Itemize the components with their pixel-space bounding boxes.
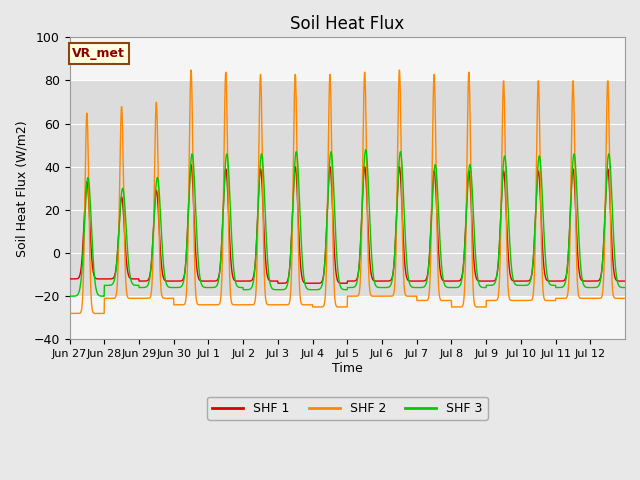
SHF 1 xyxy=(187,162,195,168)
SHF 2 xyxy=(121,260,129,266)
SHF 1 xyxy=(121,240,129,245)
SHF 2 xyxy=(515,298,522,303)
SHF 1 xyxy=(547,278,554,284)
SHF 2 xyxy=(66,311,74,316)
Legend: SHF 1, SHF 2, SHF 3: SHF 1, SHF 2, SHF 3 xyxy=(207,397,488,420)
SHF 3 xyxy=(121,207,129,213)
Y-axis label: Soil Heat Flux (W/m2): Soil Heat Flux (W/m2) xyxy=(15,120,28,257)
SHF 3 xyxy=(614,278,621,284)
SHF 3 xyxy=(546,281,554,287)
SHF 3 xyxy=(515,282,522,288)
SHF 1 xyxy=(614,278,621,284)
Title: Soil Heat Flux: Soil Heat Flux xyxy=(290,15,404,33)
SHF 2 xyxy=(381,293,388,299)
SHF 1 xyxy=(241,278,249,284)
SHF 3 xyxy=(381,285,388,290)
SHF 1 xyxy=(274,280,282,286)
Text: VR_met: VR_met xyxy=(72,47,125,60)
SHF 2 xyxy=(614,296,621,301)
SHF 3 xyxy=(621,285,629,290)
SHF 1 xyxy=(66,276,74,282)
SHF 2 xyxy=(546,298,554,303)
SHF 1 xyxy=(621,278,629,284)
Bar xyxy=(70,81,625,296)
SHF 3 xyxy=(66,293,74,299)
X-axis label: Time: Time xyxy=(332,362,363,375)
SHF 3 xyxy=(241,287,249,293)
Line: SHF 1: SHF 1 xyxy=(70,165,625,283)
Line: SHF 3: SHF 3 xyxy=(70,149,625,296)
SHF 2 xyxy=(241,302,249,308)
SHF 3 xyxy=(362,146,370,152)
SHF 2 xyxy=(621,296,629,301)
SHF 1 xyxy=(381,278,389,284)
Line: SHF 2: SHF 2 xyxy=(70,70,625,313)
SHF 1 xyxy=(515,278,523,284)
SHF 2 xyxy=(396,67,403,73)
